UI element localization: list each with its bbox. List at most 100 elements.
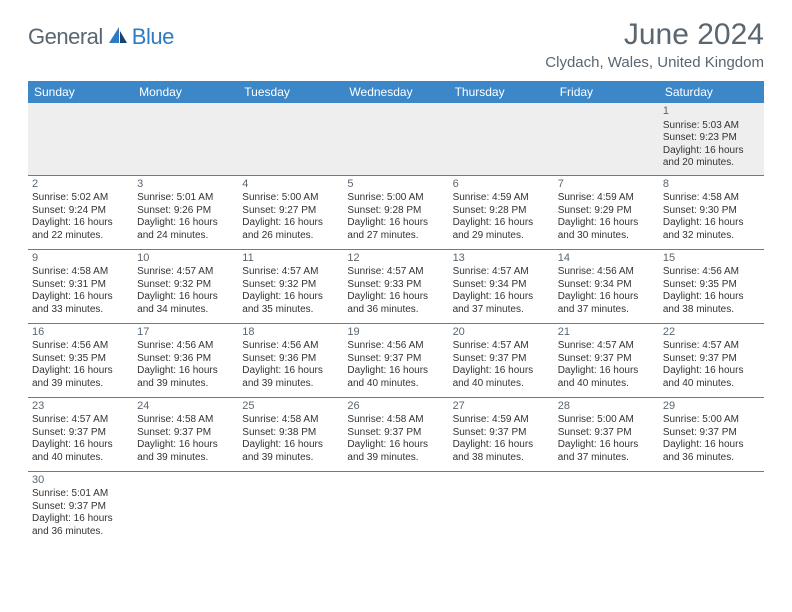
calendar-cell [554,103,659,175]
sunrise-line: Sunrise: 5:00 AM [663,414,760,427]
daylight-line: Daylight: 16 hours and 39 minutes. [242,439,339,464]
daylight-line: Daylight: 16 hours and 40 minutes. [347,365,444,390]
daylight-line: Daylight: 16 hours and 36 minutes. [32,513,129,538]
calendar-cell: 4Sunrise: 5:00 AMSunset: 9:27 PMDaylight… [238,175,343,249]
calendar-cell: 20Sunrise: 4:57 AMSunset: 9:37 PMDayligh… [449,323,554,397]
calendar-cell [133,103,238,175]
sunset-line: Sunset: 9:30 PM [663,205,760,218]
calendar-page: General Blue June 2024 Clydach, Wales, U… [0,0,792,545]
sunrise-line: Sunrise: 4:56 AM [347,340,444,353]
sunrise-line: Sunrise: 4:59 AM [453,414,550,427]
day-number: 28 [558,400,655,414]
sunset-line: Sunset: 9:37 PM [347,427,444,440]
calendar-cell: 29Sunrise: 5:00 AMSunset: 9:37 PMDayligh… [659,397,764,471]
weekday-header: Tuesday [238,81,343,103]
calendar-cell: 8Sunrise: 4:58 AMSunset: 9:30 PMDaylight… [659,175,764,249]
daylight-line: Daylight: 16 hours and 39 minutes. [137,439,234,464]
day-number: 29 [663,400,760,414]
calendar-cell: 26Sunrise: 4:58 AMSunset: 9:37 PMDayligh… [343,397,448,471]
sunrise-line: Sunrise: 4:56 AM [558,266,655,279]
sunset-line: Sunset: 9:37 PM [453,427,550,440]
sunrise-line: Sunrise: 4:56 AM [663,266,760,279]
daylight-line: Daylight: 16 hours and 40 minutes. [663,365,760,390]
sunrise-line: Sunrise: 4:58 AM [347,414,444,427]
day-number: 4 [242,178,339,192]
sunset-line: Sunset: 9:23 PM [663,132,760,145]
location-subtitle: Clydach, Wales, United Kingdom [545,54,764,71]
calendar-cell: 2Sunrise: 5:02 AMSunset: 9:24 PMDaylight… [28,175,133,249]
sunrise-line: Sunrise: 4:59 AM [453,192,550,205]
sunset-line: Sunset: 9:34 PM [558,279,655,292]
daylight-line: Daylight: 16 hours and 35 minutes. [242,291,339,316]
calendar-week-row: 9Sunrise: 4:58 AMSunset: 9:31 PMDaylight… [28,249,764,323]
sunset-line: Sunset: 9:37 PM [453,353,550,366]
sunset-line: Sunset: 9:37 PM [137,427,234,440]
calendar-week-row: 30Sunrise: 5:01 AMSunset: 9:37 PMDayligh… [28,471,764,545]
day-number: 20 [453,326,550,340]
day-number: 24 [137,400,234,414]
day-number: 12 [347,252,444,266]
calendar-cell: 6Sunrise: 4:59 AMSunset: 9:28 PMDaylight… [449,175,554,249]
calendar-cell: 5Sunrise: 5:00 AMSunset: 9:28 PMDaylight… [343,175,448,249]
sunset-line: Sunset: 9:32 PM [242,279,339,292]
sunset-line: Sunset: 9:28 PM [453,205,550,218]
calendar-cell [554,471,659,545]
sunrise-line: Sunrise: 4:56 AM [32,340,129,353]
calendar-week-row: 16Sunrise: 4:56 AMSunset: 9:35 PMDayligh… [28,323,764,397]
sunrise-line: Sunrise: 5:01 AM [137,192,234,205]
sunrise-line: Sunrise: 4:56 AM [137,340,234,353]
sunrise-line: Sunrise: 4:57 AM [32,414,129,427]
daylight-line: Daylight: 16 hours and 27 minutes. [347,217,444,242]
sunrise-line: Sunrise: 4:57 AM [137,266,234,279]
weekday-header: Monday [133,81,238,103]
calendar-week-row: 2Sunrise: 5:02 AMSunset: 9:24 PMDaylight… [28,175,764,249]
daylight-line: Daylight: 16 hours and 22 minutes. [32,217,129,242]
calendar-cell [449,103,554,175]
daylight-line: Daylight: 16 hours and 40 minutes. [558,365,655,390]
sail-icon [107,25,129,50]
month-title: June 2024 [545,18,764,52]
sunrise-line: Sunrise: 5:03 AM [663,120,760,133]
day-number: 19 [347,326,444,340]
day-number: 11 [242,252,339,266]
calendar-cell: 7Sunrise: 4:59 AMSunset: 9:29 PMDaylight… [554,175,659,249]
daylight-line: Daylight: 16 hours and 34 minutes. [137,291,234,316]
calendar-cell: 12Sunrise: 4:57 AMSunset: 9:33 PMDayligh… [343,249,448,323]
page-header: General Blue June 2024 Clydach, Wales, U… [28,18,764,71]
day-number: 18 [242,326,339,340]
daylight-line: Daylight: 16 hours and 33 minutes. [32,291,129,316]
sunset-line: Sunset: 9:32 PM [137,279,234,292]
sunrise-line: Sunrise: 5:00 AM [558,414,655,427]
daylight-line: Daylight: 16 hours and 38 minutes. [663,291,760,316]
day-number: 14 [558,252,655,266]
sunset-line: Sunset: 9:31 PM [32,279,129,292]
daylight-line: Daylight: 16 hours and 39 minutes. [242,365,339,390]
day-number: 25 [242,400,339,414]
sunset-line: Sunset: 9:37 PM [32,501,129,514]
calendar-cell [449,471,554,545]
day-number: 22 [663,326,760,340]
calendar-cell: 25Sunrise: 4:58 AMSunset: 9:38 PMDayligh… [238,397,343,471]
sunrise-line: Sunrise: 4:57 AM [242,266,339,279]
sunset-line: Sunset: 9:34 PM [453,279,550,292]
sunrise-line: Sunrise: 4:57 AM [663,340,760,353]
calendar-cell [343,471,448,545]
calendar-cell: 19Sunrise: 4:56 AMSunset: 9:37 PMDayligh… [343,323,448,397]
day-number: 27 [453,400,550,414]
sunset-line: Sunset: 9:38 PM [242,427,339,440]
calendar-cell: 22Sunrise: 4:57 AMSunset: 9:37 PMDayligh… [659,323,764,397]
sunrise-line: Sunrise: 4:58 AM [242,414,339,427]
daylight-line: Daylight: 16 hours and 40 minutes. [453,365,550,390]
day-number: 1 [663,105,760,119]
sunset-line: Sunset: 9:37 PM [558,353,655,366]
sunset-line: Sunset: 9:36 PM [137,353,234,366]
sunrise-line: Sunrise: 4:58 AM [663,192,760,205]
daylight-line: Daylight: 16 hours and 24 minutes. [137,217,234,242]
calendar-cell [659,471,764,545]
sunset-line: Sunset: 9:29 PM [558,205,655,218]
calendar-cell: 28Sunrise: 5:00 AMSunset: 9:37 PMDayligh… [554,397,659,471]
daylight-line: Daylight: 16 hours and 37 minutes. [558,439,655,464]
sunrise-line: Sunrise: 4:56 AM [242,340,339,353]
calendar-cell: 17Sunrise: 4:56 AMSunset: 9:36 PMDayligh… [133,323,238,397]
day-number: 26 [347,400,444,414]
